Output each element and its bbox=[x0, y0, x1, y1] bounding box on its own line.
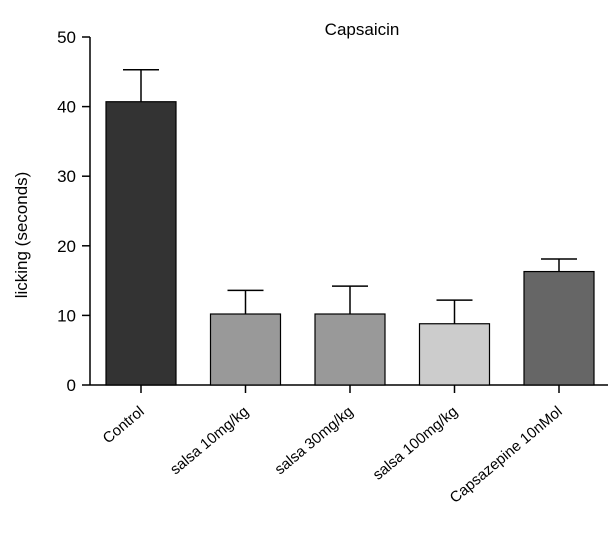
chart-marks: 0 10 20 30 40 50 Control salsa 10mg/kg salsa 30m… bbox=[57, 28, 608, 507]
x-category-label: Capsazepine 10nMol bbox=[447, 403, 566, 507]
x-category-label: salsa 10mg/kg bbox=[167, 403, 252, 478]
bar bbox=[523, 270, 595, 386]
y-tick-label: 40 bbox=[57, 98, 76, 117]
y-tick-label: 10 bbox=[57, 306, 76, 325]
x-category-label: Control bbox=[100, 403, 148, 447]
y-tick-label: 30 bbox=[57, 167, 76, 186]
x-category-label: salsa 100mg/kg bbox=[370, 403, 461, 484]
chart-title: Capsaicin bbox=[325, 20, 400, 39]
y-tick-label: 0 bbox=[67, 376, 76, 395]
bar bbox=[314, 313, 386, 386]
y-tick-label: 50 bbox=[57, 28, 76, 47]
y-axis-label: licking (seconds) bbox=[12, 172, 31, 299]
bar bbox=[418, 323, 491, 386]
y-tick-label: 20 bbox=[57, 237, 76, 256]
bar bbox=[105, 101, 177, 386]
bar bbox=[209, 313, 282, 386]
x-category-label: salsa 30mg/kg bbox=[272, 403, 357, 478]
